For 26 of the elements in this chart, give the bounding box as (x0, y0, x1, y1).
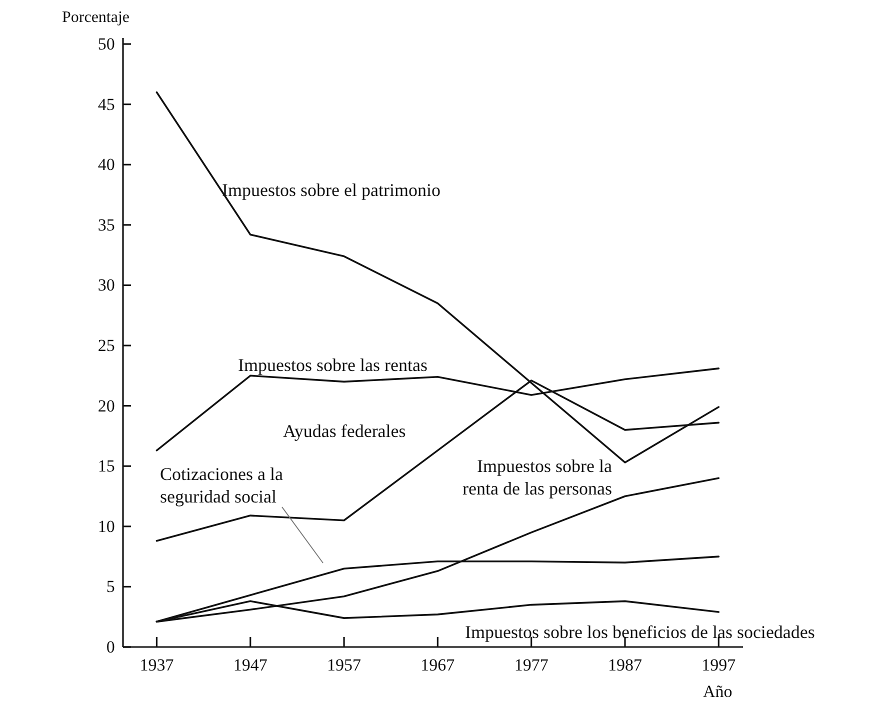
y-tick-label: 35 (98, 215, 115, 234)
x-tick-label: 1977 (514, 655, 549, 674)
series-label: Ayudas federales (283, 421, 406, 441)
x-tick-label: 1957 (327, 655, 362, 674)
text: Cotizaciones a la seguridad social (160, 464, 283, 506)
x-tick-label: 1947 (233, 655, 268, 674)
y-axis-title: Porcentaje (62, 9, 130, 26)
y-tick-label: 15 (98, 456, 115, 476)
y-tick-label: 30 (98, 276, 115, 295)
y-tick-label: 10 (98, 516, 115, 536)
series-label: Impuestos sobre la renta de las personas (462, 456, 612, 498)
y-tick-label: 50 (98, 34, 115, 54)
x-tick-label: 1967 (420, 655, 456, 674)
y-tick-label: 0 (106, 637, 115, 656)
y-tick-label: 40 (98, 155, 115, 174)
series-label: Impuestos sobre las rentas (238, 355, 428, 375)
x-axis-title: Año (703, 682, 732, 701)
x-tick-label: 1997 (702, 655, 736, 674)
series-label: Impuestos sobre el patrimonio (222, 180, 440, 200)
x-tick-label: 1937 (140, 655, 174, 674)
y-tick-label: 45 (98, 94, 115, 114)
x-tick-label: 1987 (608, 655, 642, 674)
series-label: Impuestos sobre los beneficios de las sociedades (465, 622, 815, 642)
y-tick-label: 20 (98, 396, 115, 416)
y-tick-label: 5 (106, 577, 115, 596)
y-tick-label: 25 (98, 336, 115, 355)
